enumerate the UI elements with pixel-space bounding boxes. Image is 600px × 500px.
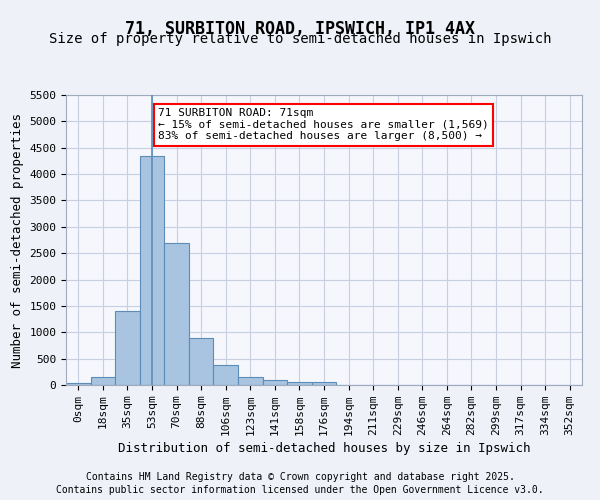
Text: 71, SURBITON ROAD, IPSWICH, IP1 4AX: 71, SURBITON ROAD, IPSWICH, IP1 4AX xyxy=(125,20,475,38)
Bar xyxy=(189,338,214,385)
Bar xyxy=(66,384,91,385)
Text: Contains public sector information licensed under the Open Government Licence v3: Contains public sector information licen… xyxy=(56,485,544,495)
Text: 71 SURBITON ROAD: 71sqm
← 15% of semi-detached houses are smaller (1,569)
83% of: 71 SURBITON ROAD: 71sqm ← 15% of semi-de… xyxy=(158,108,489,142)
Bar xyxy=(263,380,287,385)
Text: Contains HM Land Registry data © Crown copyright and database right 2025.: Contains HM Land Registry data © Crown c… xyxy=(86,472,514,482)
Text: Size of property relative to semi-detached houses in Ipswich: Size of property relative to semi-detach… xyxy=(49,32,551,46)
X-axis label: Distribution of semi-detached houses by size in Ipswich: Distribution of semi-detached houses by … xyxy=(118,442,530,455)
Bar xyxy=(214,365,238,385)
Bar xyxy=(312,382,336,385)
Bar xyxy=(115,311,140,385)
Bar xyxy=(238,377,263,385)
Bar xyxy=(287,382,312,385)
Bar xyxy=(164,242,189,385)
Bar xyxy=(140,156,164,385)
Y-axis label: Number of semi-detached properties: Number of semi-detached properties xyxy=(11,112,24,368)
Bar xyxy=(91,376,115,385)
